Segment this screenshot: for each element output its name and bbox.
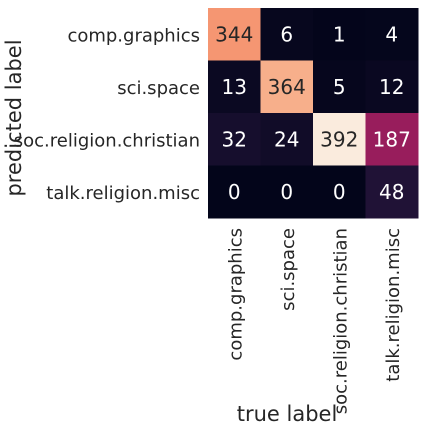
heatmap-cell — [313, 60, 366, 114]
cell-value-label: 13 — [222, 75, 247, 99]
heatmap-cell — [208, 165, 261, 219]
x-axis-label: true label — [237, 402, 338, 426]
cell-value-label: 344 — [215, 22, 253, 46]
y-tick-label: soc.religion.christian — [14, 130, 200, 151]
y-tick-labels: comp.graphics sci.space soc.religion.chris… — [14, 25, 200, 204]
cell-value-label: 24 — [274, 127, 299, 151]
heatmap-cell — [260, 60, 314, 114]
heatmap-cell — [208, 113, 261, 166]
x-tick-label: talk.religion.misc — [383, 228, 404, 382]
y-tick-label: sci.space — [117, 78, 200, 99]
heatmap-cell — [365, 60, 419, 114]
cell-value-label: 364 — [268, 75, 306, 99]
cell-value-label: 187 — [373, 127, 411, 151]
heatmap-cells — [208, 8, 419, 219]
cell-value-label: 32 — [222, 127, 247, 151]
heatmap-cell — [260, 8, 314, 61]
y-tick-label: comp.graphics — [67, 25, 200, 46]
heatmap-cell — [313, 8, 366, 61]
cell-value-label: 0 — [333, 180, 346, 204]
heatmap-cell — [313, 113, 366, 166]
heatmap-cell — [260, 165, 314, 219]
heatmap-cell — [208, 60, 261, 114]
y-tick-label: talk.religion.misc — [46, 183, 200, 204]
cell-value-label: 0 — [228, 180, 241, 204]
x-tick-label: sci.space — [278, 228, 299, 311]
y-axis-label: predicted label — [2, 39, 26, 196]
heatmap-cell — [208, 8, 261, 61]
heatmap-cell — [260, 113, 314, 166]
heatmap-cell — [365, 113, 419, 166]
heatmap-cell — [365, 165, 419, 219]
cell-value-label: 0 — [280, 180, 293, 204]
x-tick-label: soc.religion.christian — [330, 228, 351, 414]
heatmap-cell — [365, 8, 419, 61]
cell-value-label: 48 — [379, 180, 404, 204]
cell-value-label: 6 — [280, 22, 293, 46]
cell-value-label: 4 — [385, 22, 398, 46]
x-tick-labels: comp.graphics sci.space soc.religion.chris… — [225, 228, 404, 414]
cell-value-label: 12 — [379, 75, 404, 99]
cell-value-label: 5 — [333, 75, 346, 99]
heatmap-cell-labels: 344 6 1 4 13 364 5 12 32 24 392 187 0 0 0 48 — [215, 22, 411, 204]
cell-value-label: 392 — [320, 127, 358, 151]
heatmap-cell — [313, 165, 366, 219]
x-tick-label: comp.graphics — [225, 228, 246, 361]
cell-value-label: 1 — [333, 22, 346, 46]
